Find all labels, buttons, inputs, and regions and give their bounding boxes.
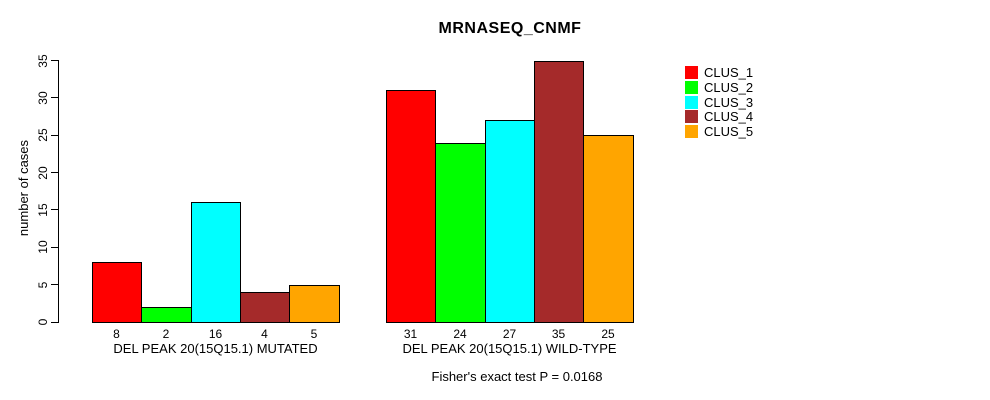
legend-row-CLUS_4: CLUS_4 xyxy=(685,109,754,124)
legend-label: CLUS_3 xyxy=(704,95,754,110)
legend-row-CLUS_2: CLUS_2 xyxy=(685,80,754,95)
y-tick-10 xyxy=(51,246,59,248)
y-tick-label-35: 35 xyxy=(36,53,50,68)
legend-swatch-CLUS_4 xyxy=(685,110,698,123)
group-label-2: DEL PEAK 20(15Q15.1) WILD-TYPE xyxy=(402,341,617,356)
y-axis-label: number of cases xyxy=(15,139,31,237)
bar-CLUS_5-group2 xyxy=(583,135,634,323)
legend-label: CLUS_5 xyxy=(704,124,754,139)
bar-value-label: 27 xyxy=(502,327,517,341)
bar-value-label: 2 xyxy=(162,327,170,341)
y-tick-label-10: 10 xyxy=(36,240,50,254)
y-tick-20 xyxy=(51,172,59,174)
bar-value-label: 16 xyxy=(208,327,223,341)
legend-row-CLUS_3: CLUS_3 xyxy=(685,95,754,110)
legend-swatch-CLUS_2 xyxy=(685,81,698,94)
bar-value-label: 25 xyxy=(601,327,615,341)
y-tick-label-15: 15 xyxy=(36,203,50,217)
chart-title: MRNASEQ_CNMF xyxy=(438,20,582,37)
legend-swatch-CLUS_3 xyxy=(685,96,698,109)
bar-CLUS_4-group1 xyxy=(240,292,290,323)
legend-row-CLUS_5: CLUS_5 xyxy=(685,124,754,139)
y-axis-line xyxy=(58,60,59,323)
bar-CLUS_1-group2 xyxy=(386,90,436,323)
bar-CLUS_4-group2 xyxy=(534,61,584,323)
bar-value-label: 31 xyxy=(403,327,418,341)
bar-CLUS_3-group2 xyxy=(485,120,535,323)
legend-row-CLUS_1: CLUS_1 xyxy=(685,65,754,80)
y-tick-5 xyxy=(51,284,59,286)
bar-CLUS_5-group1 xyxy=(289,285,340,323)
legend-swatch-CLUS_1 xyxy=(685,66,698,79)
bar-value-label: 24 xyxy=(453,327,467,341)
y-tick-label-5: 5 xyxy=(36,281,50,288)
y-tick-25 xyxy=(51,134,59,136)
y-tick-label-0: 0 xyxy=(36,318,50,326)
legend-swatch-CLUS_5 xyxy=(685,125,698,138)
bar-value-label: 8 xyxy=(113,327,120,341)
y-tick-label-20: 20 xyxy=(36,165,50,180)
y-tick-35 xyxy=(51,60,59,61)
bar-value-label: 5 xyxy=(310,327,318,341)
bar-value-label: 4 xyxy=(261,327,268,341)
bar-CLUS_3-group1 xyxy=(191,202,241,323)
y-tick-label-25: 25 xyxy=(36,128,50,142)
bar-value-label: 35 xyxy=(551,327,566,341)
group-label-1: DEL PEAK 20(15Q15.1) MUTATED xyxy=(113,341,318,356)
bar-CLUS_2-group1 xyxy=(141,307,192,323)
bar-CLUS_1-group1 xyxy=(92,262,142,323)
legend-label: CLUS_4 xyxy=(704,109,754,124)
legend-label: CLUS_1 xyxy=(704,65,754,80)
legend-label: CLUS_2 xyxy=(704,80,754,95)
footnote-pvalue: Fisher's exact test P = 0.0168 xyxy=(431,369,603,384)
y-tick-15 xyxy=(51,209,59,211)
y-tick-label-30: 30 xyxy=(36,91,50,105)
y-tick-30 xyxy=(51,97,59,99)
y-tick-0 xyxy=(51,321,59,323)
bar-CLUS_2-group2 xyxy=(435,143,486,323)
